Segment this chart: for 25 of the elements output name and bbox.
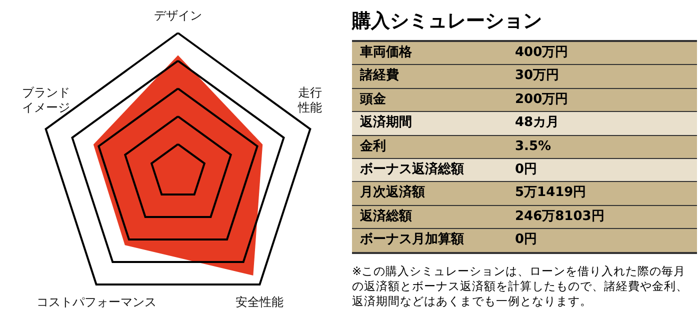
text: 200万円 (515, 92, 568, 107)
text: 3.5% (515, 138, 552, 154)
category-label: ボーナス月加算額 (359, 230, 465, 250)
text: 30万円 (515, 68, 560, 84)
text: ※この購入シミュレーションは、ローンを借り入れた際の毎月の返済額とボーナス返済額を計算したもので、諸経費や金利、返済期間などはあくまでも一例となります。 (352, 264, 689, 309)
spoke-label: デザイン (154, 8, 202, 22)
spoke-label: 安全性能 (236, 294, 284, 309)
text: 0円 (515, 162, 538, 177)
category-label: 金利 (359, 138, 387, 156)
category-label: 車両価格 (359, 44, 413, 62)
category-label: 諸経費 (358, 67, 400, 86)
category-label: ボーナス返済総額 (359, 160, 465, 179)
text: 48カ月 (515, 115, 560, 130)
category-label: 返済期間 (359, 114, 413, 132)
text: 246万8103円 (515, 208, 604, 224)
spoke-label: コストパフォーマンス (36, 294, 156, 309)
text: 5万1419円 (515, 185, 586, 200)
text: 購入シミュレーション (352, 9, 543, 34)
category-label: 頭金 (358, 90, 387, 109)
spoke-label: 走行性能 (297, 86, 322, 115)
category-label: 返済総額 (359, 208, 413, 226)
category-label: 月次返済額 (359, 184, 426, 202)
spoke-label: ブランドイメージ (22, 86, 70, 115)
text: 400万円 (515, 45, 568, 60)
text: 0円 (515, 232, 538, 248)
